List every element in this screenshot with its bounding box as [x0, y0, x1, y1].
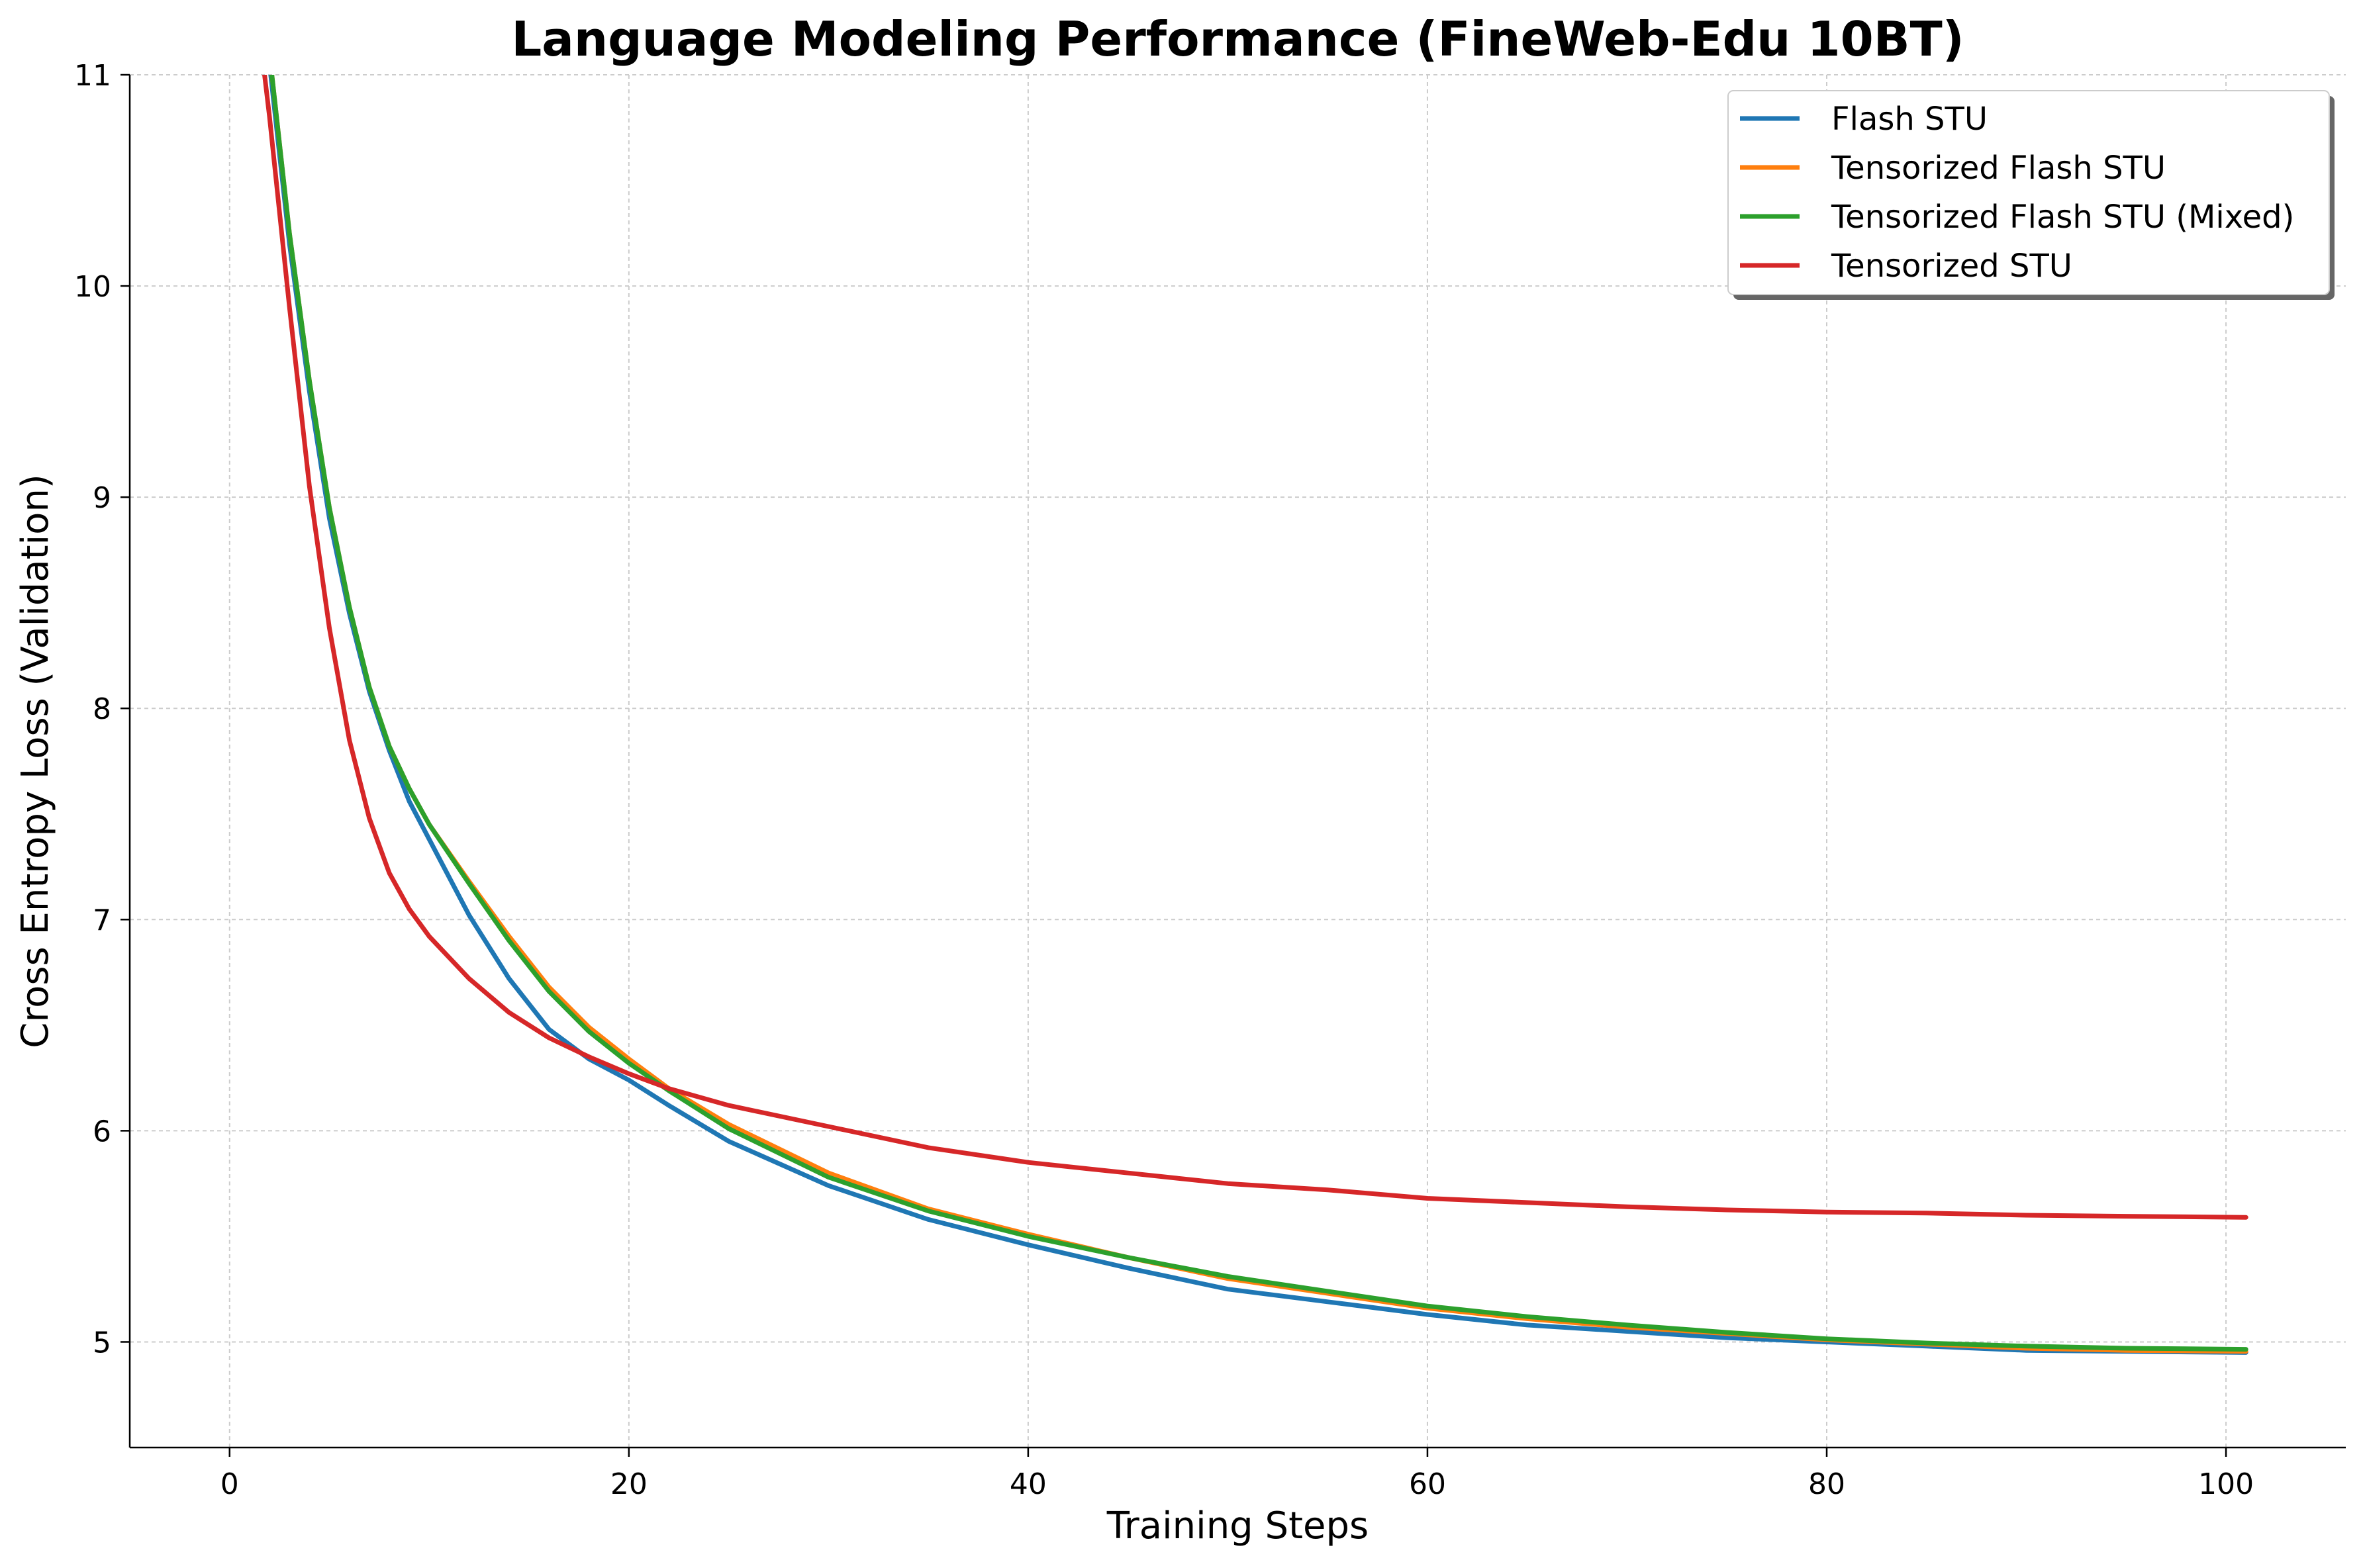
x-tick-label-1: 20 [610, 1467, 648, 1501]
x-tick-label-2: 40 [1010, 1467, 1047, 1501]
legend: Flash STU Tensorized Flash STU Tensorized … [1727, 90, 2335, 300]
x-axis-label: Training Steps [1106, 1504, 1369, 1547]
y-tick-label-6: 11 [74, 59, 111, 93]
x-tick-label-5: 100 [2198, 1467, 2254, 1501]
y-tick-label-4: 9 [93, 481, 111, 515]
y-tick-label-0: 5 [93, 1326, 111, 1360]
grid [130, 74, 2346, 1448]
legend-label-2: Tensorized Flash STU (Mixed) [1831, 199, 2294, 236]
series-line-2 [269, 75, 2248, 1352]
y-tick-label-5: 10 [74, 270, 111, 304]
legend-label-3: Tensorized STU [1831, 248, 2072, 285]
y-tick-label-1: 6 [93, 1115, 111, 1148]
x-tick-label-4: 80 [1808, 1467, 1845, 1501]
legend-label-1: Tensorized Flash STU [1831, 150, 2166, 187]
legend-box [1727, 90, 2330, 295]
legend-label-0: Flash STU [1831, 101, 1988, 138]
ticks: 0 20 40 60 80 100 5 6 7 8 9 10 11 [74, 59, 2254, 1501]
series-lines [262, 75, 2248, 1355]
x-tick-label-3: 60 [1409, 1467, 1446, 1501]
y-axis-label: Cross Entropy Loss (Validation) [14, 474, 57, 1048]
y-tick-label-3: 8 [93, 692, 111, 726]
axes [128, 75, 2346, 1449]
chart-title: Language Modeling Performance (FineWeb-E… [511, 11, 1964, 67]
y-tick-label-2: 7 [93, 903, 111, 937]
series-line-3 [262, 75, 2248, 1220]
x-tick-label-0: 0 [220, 1467, 239, 1501]
